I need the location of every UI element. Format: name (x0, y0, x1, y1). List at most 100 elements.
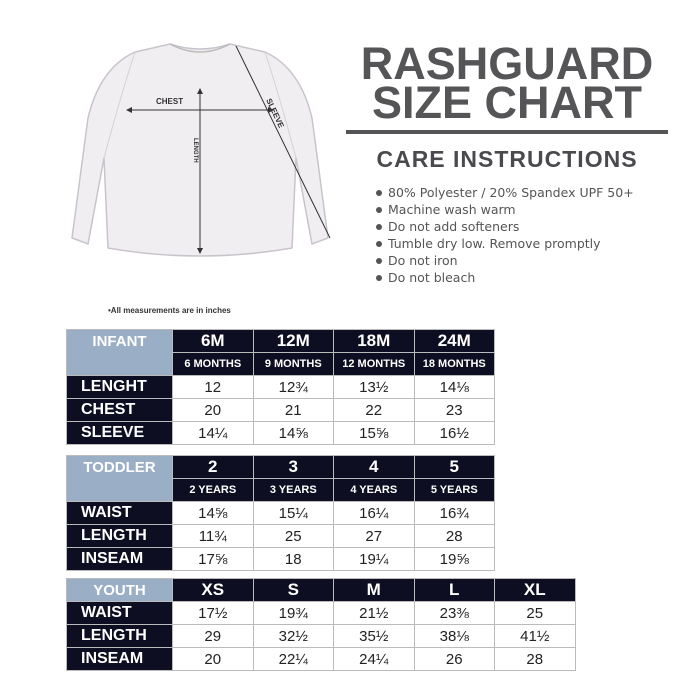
divider (346, 130, 668, 134)
table-cell: 25 (253, 525, 333, 547)
care-item: Do not add softeners (376, 218, 634, 235)
table-cell: 14¼ (173, 422, 253, 444)
table-cell: 26 (414, 648, 494, 670)
rashguard-diagram: CHEST LENGTH SLEEVE (71, 43, 331, 257)
table-cell: 18 (253, 548, 333, 570)
page-title: RASHGUARD SIZE CHART (346, 38, 668, 128)
care-item: Machine wash warm (376, 201, 634, 218)
age-header: 5 YEARS (414, 479, 494, 501)
table-cell: 16¼ (334, 502, 414, 524)
age-header: 6 MONTHS (173, 353, 253, 375)
table-cell: 24¼ (334, 648, 414, 670)
care-item-text: Do not iron (388, 253, 458, 268)
table-cell: 23⅜ (414, 602, 494, 624)
table-cell: 27 (334, 525, 414, 547)
size-header: 12M (253, 330, 333, 352)
size-header: L (414, 579, 494, 601)
size-header: 2 (173, 456, 253, 478)
care-item-text: 80% Polyester / 20% Spandex UPF 50+ (388, 185, 634, 200)
measurement-note: •All measurements are in inches (108, 306, 231, 315)
care-title: CARE INSTRUCTIONS (376, 146, 638, 172)
bullet-icon (376, 240, 382, 247)
table-cell: 14⅝ (173, 502, 253, 524)
table-cell: 14⅝ (253, 422, 333, 444)
table-cell: 15¼ (253, 502, 333, 524)
table-cell: 14⅛ (414, 376, 494, 398)
row-label: SLEEVE (67, 422, 172, 444)
bullet-icon (376, 206, 382, 213)
row-label: INSEAM (67, 648, 172, 670)
age-header: 18 MONTHS (414, 353, 494, 375)
table-cell: 21½ (334, 602, 414, 624)
size-header: XS (173, 579, 253, 601)
chest-label: CHEST (156, 97, 183, 106)
table-cell: 20 (173, 399, 253, 421)
table-cell: 28 (414, 525, 494, 547)
size-table-youth: YOUTH XS S M L XL WAIST 17½ 19¾ 21½ 23⅜ 25 LENGTH 29 3… (66, 578, 576, 671)
size-header: 24M (414, 330, 494, 352)
row-label: LENGTH (67, 625, 172, 647)
care-item-text: Tumble dry low. Remove promptly (388, 236, 601, 251)
table-cell: 22 (334, 399, 414, 421)
care-list: 80% Polyester / 20% Spandex UPF 50+ Machi… (376, 184, 634, 286)
size-header: 3 (253, 456, 333, 478)
bullet-icon (376, 257, 382, 264)
care-item: Do not iron (376, 252, 634, 269)
care-item-text: Machine wash warm (388, 202, 516, 217)
table-cell: 17½ (173, 602, 253, 624)
care-item-text: Do not bleach (388, 270, 476, 285)
length-label: LENGTH (192, 138, 198, 163)
table-cell: 25 (495, 602, 575, 624)
care-item: Tumble dry low. Remove promptly (376, 235, 634, 252)
table-cell: 19⅝ (414, 548, 494, 570)
size-table-toddler: TODDLER 2 3 4 5 2 YEARS 3 YEARS 4 YEARS 5 YEARS W… (66, 455, 495, 571)
care-item: Do not bleach (376, 269, 634, 286)
age-header: 2 YEARS (173, 479, 253, 501)
category-label: YOUTH (67, 579, 172, 601)
table-cell: 29 (173, 625, 253, 647)
table-cell: 19¼ (334, 548, 414, 570)
table-cell: 23 (414, 399, 494, 421)
category-label: INFANT (67, 330, 172, 375)
care-item: 80% Polyester / 20% Spandex UPF 50+ (376, 184, 634, 201)
size-header: 5 (414, 456, 494, 478)
size-header: XL (495, 579, 575, 601)
bullet-icon (376, 274, 382, 281)
size-header: M (334, 579, 414, 601)
bullet-icon (376, 223, 382, 230)
table-cell: 16¾ (414, 502, 494, 524)
table-cell: 32½ (253, 625, 333, 647)
row-label: WAIST (67, 502, 172, 524)
row-label: LENGTH (67, 525, 172, 547)
size-header: S (253, 579, 333, 601)
row-label: CHEST (67, 399, 172, 421)
table-cell: 12 (173, 376, 253, 398)
title-line-2: SIZE CHART (372, 77, 642, 128)
table-cell: 17⅝ (173, 548, 253, 570)
title-line-1: RASHGUARD (360, 38, 654, 89)
table-cell: 15⅝ (334, 422, 414, 444)
table-cell: 11¾ (173, 525, 253, 547)
table-cell: 28 (495, 648, 575, 670)
table-cell: 12¾ (253, 376, 333, 398)
table-cell: 41½ (495, 625, 575, 647)
age-header: 12 MONTHS (334, 353, 414, 375)
size-header: 18M (334, 330, 414, 352)
row-label: INSEAM (67, 548, 172, 570)
table-cell: 13½ (334, 376, 414, 398)
row-label: WAIST (67, 602, 172, 624)
table-cell: 35½ (334, 625, 414, 647)
age-header: 3 YEARS (253, 479, 333, 501)
size-table-infant: INFANT 6M 12M 18M 24M 6 MONTHS 9 MONTHS 12 MONT… (66, 329, 495, 445)
table-cell: 16½ (414, 422, 494, 444)
table-cell: 21 (253, 399, 333, 421)
age-header: 4 YEARS (334, 479, 414, 501)
table-cell: 22¼ (253, 648, 333, 670)
bullet-icon (376, 189, 382, 196)
category-label: TODDLER (67, 456, 172, 501)
row-label: LENGHT (67, 376, 172, 398)
care-item-text: Do not add softeners (388, 219, 520, 234)
age-header: 9 MONTHS (253, 353, 333, 375)
table-cell: 20 (173, 648, 253, 670)
size-header: 4 (334, 456, 414, 478)
